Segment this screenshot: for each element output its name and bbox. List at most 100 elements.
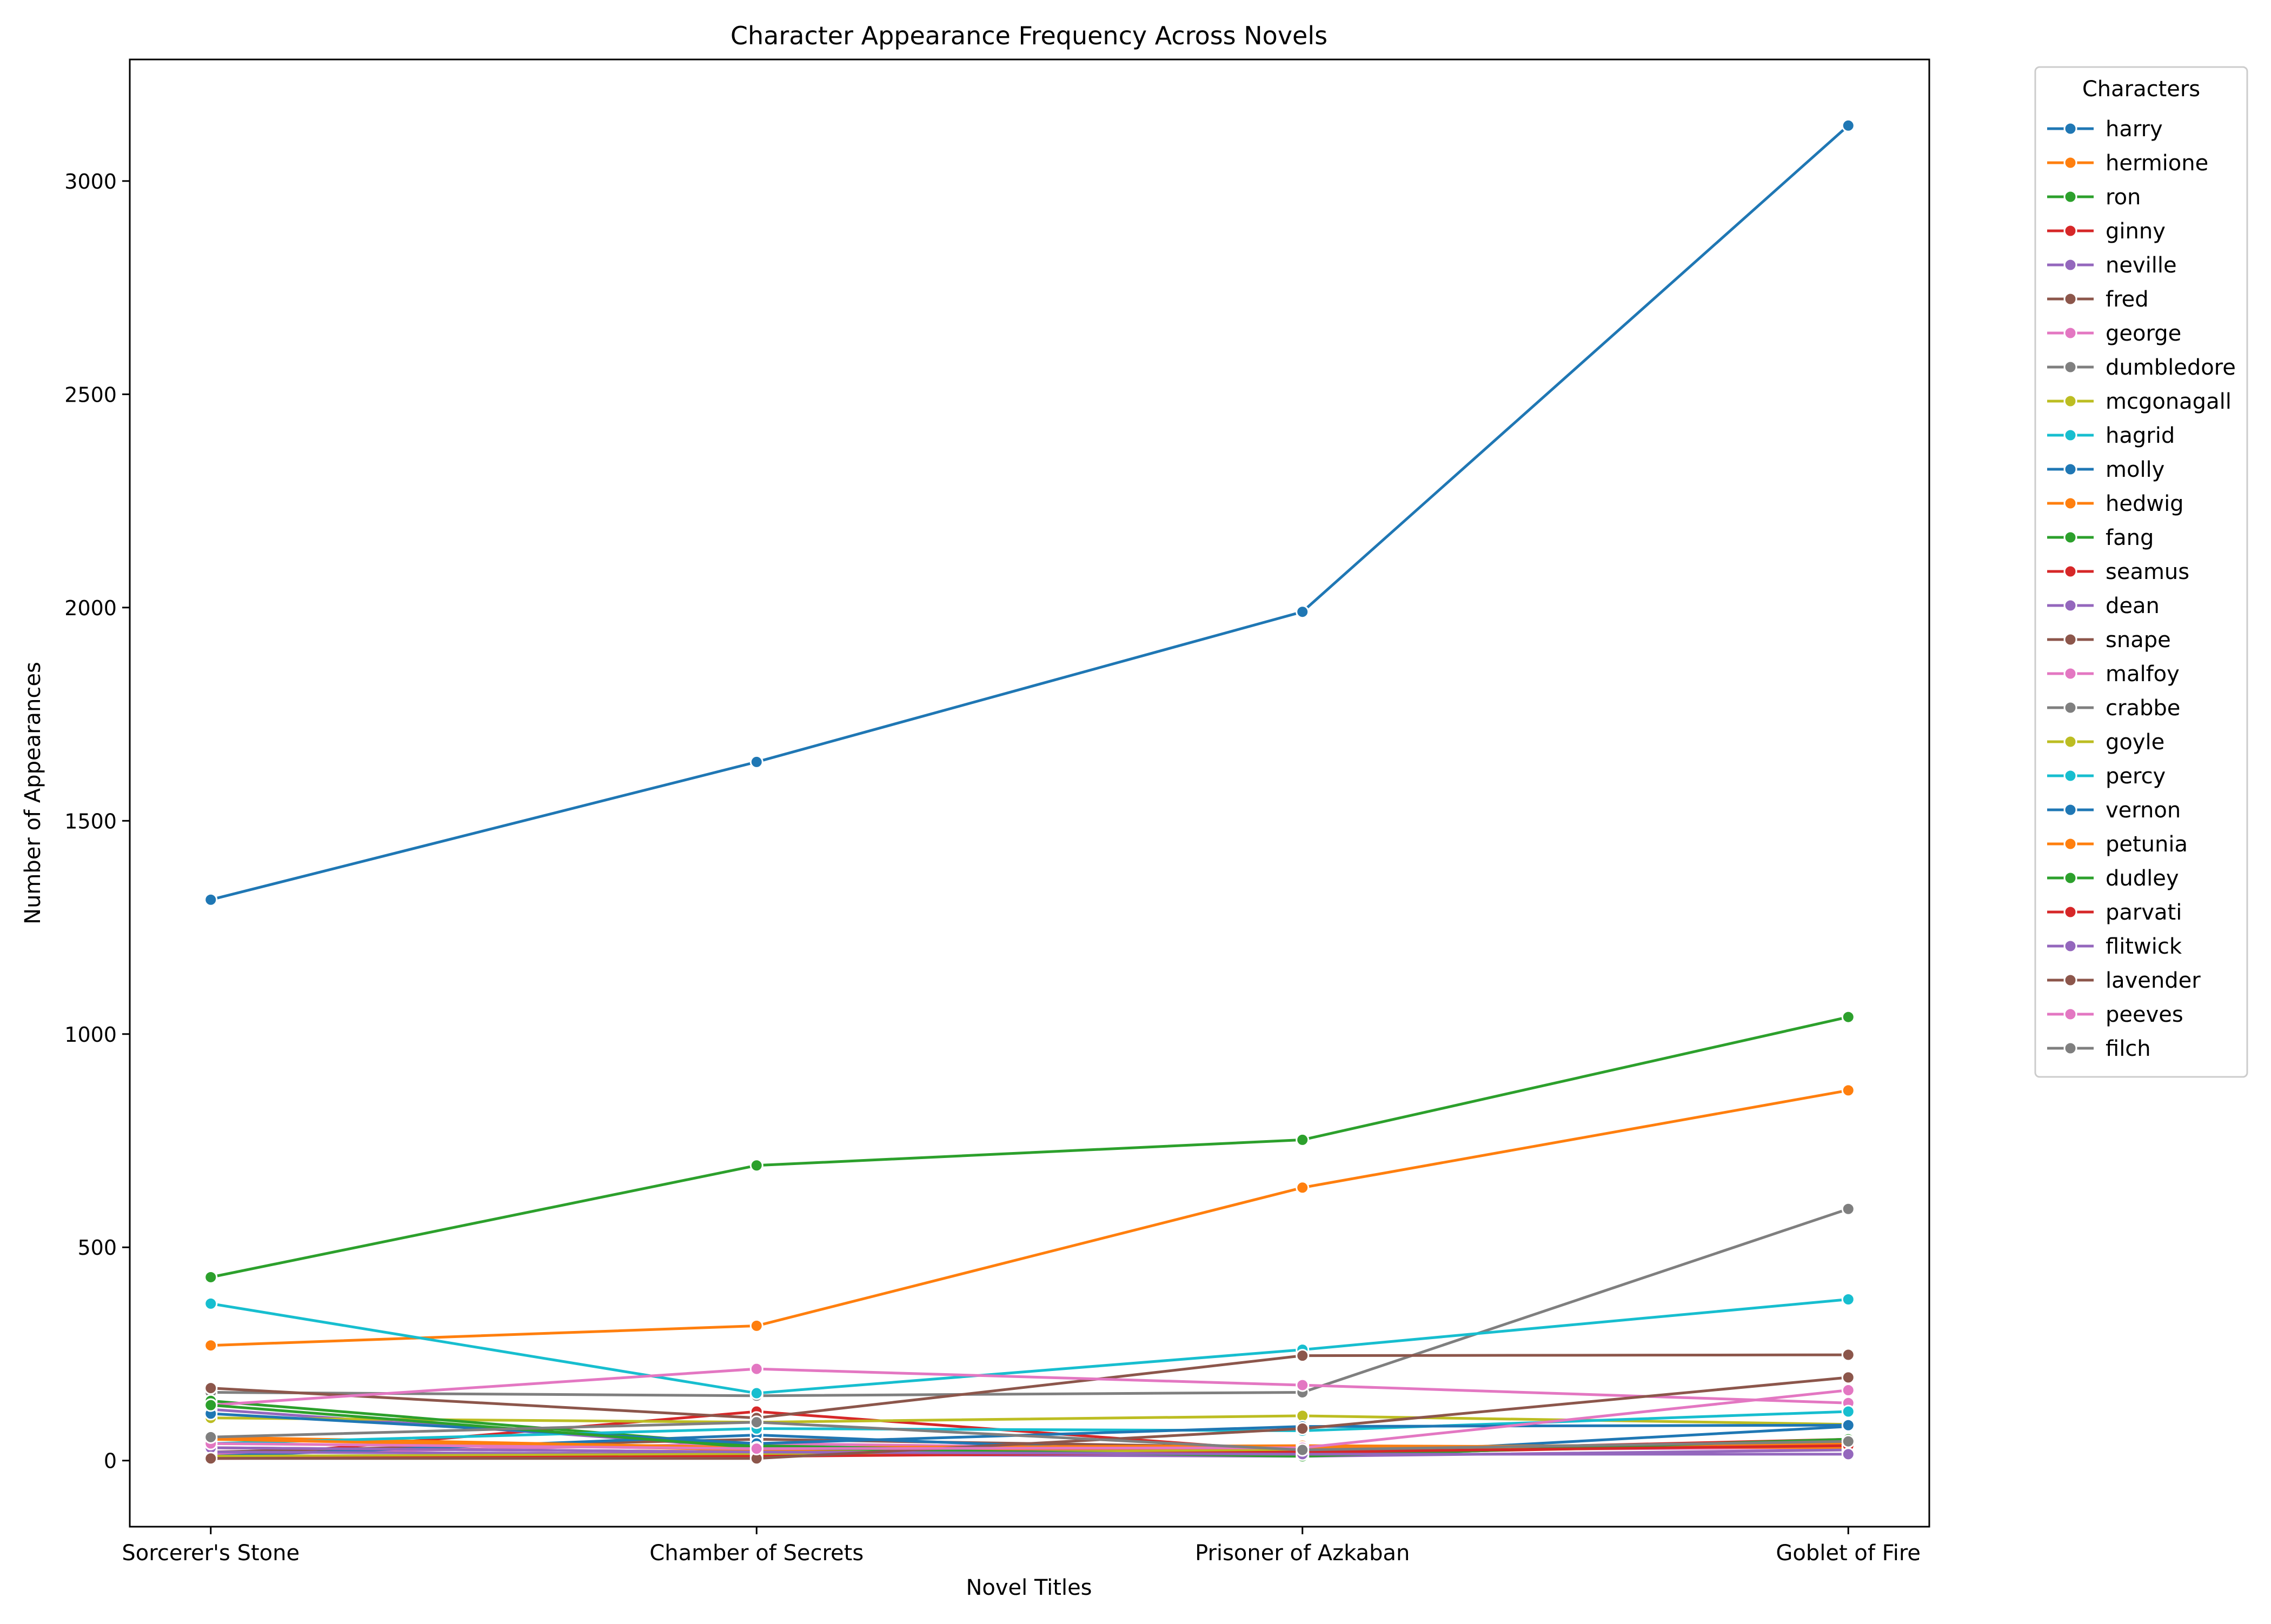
legend-label-hagrid: hagrid (2106, 423, 2175, 448)
legend-marker-dumbledore (2063, 360, 2077, 374)
data-point-filch (204, 1430, 218, 1444)
series-line-flitwick (210, 1446, 1849, 1456)
legend-label-molly: molly (2106, 457, 2164, 482)
data-point-flitwick (1841, 1447, 1855, 1461)
legend-item: crabbe (2047, 696, 2180, 721)
data-point-hagrid (204, 1296, 218, 1310)
legend-label-flitwick: flitwick (2106, 934, 2182, 959)
legend-marker-lavender (2063, 973, 2077, 987)
series-filch (204, 1415, 1855, 1457)
legend-item: ron (2047, 185, 2141, 210)
legend-marker-crabbe (2063, 701, 2077, 715)
legend-marker-parvati (2063, 905, 2077, 919)
legend-item: snape (2047, 628, 2171, 653)
data-point-filch (1296, 1443, 1310, 1457)
data-point-lavender (1841, 1370, 1855, 1385)
legend-marker-goyle (2063, 735, 2077, 749)
legend-label-crabbe: crabbe (2106, 696, 2180, 721)
legend-marker-molly (2063, 462, 2077, 476)
legend-label-ron: ron (2106, 185, 2141, 210)
data-point-snape (204, 1381, 218, 1395)
y-tick-label: 2500 (64, 383, 117, 407)
legend-item: fang (2047, 525, 2154, 550)
chart-title: Character Appearance Frequency Across No… (731, 21, 1327, 50)
legend-marker-hermione (2063, 156, 2077, 170)
series-line-snape (210, 1353, 1849, 1420)
data-point-filch (749, 1415, 763, 1429)
legend-item: malfoy (2047, 662, 2180, 687)
legend-item: petunia (2047, 832, 2188, 857)
legend-marker-neville (2063, 258, 2077, 272)
series-line-lavender (210, 1376, 1849, 1460)
data-point-ron (204, 1270, 218, 1284)
plot-area: 0 500 1000 1500 2000 2500 3000 Sorcerer's Stone… (64, 58, 1930, 1566)
legend-item: lavender (2047, 968, 2201, 993)
legend-item: parvati (2047, 900, 2182, 925)
data-point-harry (204, 893, 218, 907)
data-point-lavender (1296, 1422, 1310, 1436)
data-point-malfoy (749, 1362, 763, 1376)
data-point-hermione (749, 1319, 763, 1333)
legend-marker-george (2063, 326, 2077, 340)
data-point-hermione (204, 1339, 218, 1353)
y-tick-label: 500 (77, 1236, 117, 1260)
legend-label-malfoy: malfoy (2106, 662, 2180, 687)
legend-item: george (2047, 321, 2181, 346)
legend-item: filch (2047, 1036, 2151, 1061)
y-axis-label: Number of Appearances (21, 662, 45, 924)
data-point-harry (749, 755, 763, 769)
data-point-dumbledore (1841, 1202, 1855, 1216)
legend-marker-dudley (2063, 871, 2077, 885)
data-point-dudley (204, 1398, 218, 1412)
legend-label-goyle: goyle (2106, 730, 2164, 755)
x-tick-label: Goblet of Fire (1776, 1541, 1921, 1566)
legend-label-fang: fang (2106, 525, 2154, 550)
legend-marker-malfoy (2063, 667, 2077, 681)
series-ron (204, 1010, 1855, 1284)
series-line-filch (210, 1421, 1849, 1452)
legend-marker-percy (2063, 769, 2077, 783)
data-point-snape (1841, 1348, 1855, 1362)
legend-label-ginny: ginny (2106, 219, 2166, 244)
y-tick-label: 3000 (64, 170, 117, 194)
series-line-hagrid (210, 1298, 1849, 1395)
legend-item: molly (2047, 457, 2164, 482)
legend-label-petunia: petunia (2106, 832, 2188, 857)
legend-item: percy (2047, 764, 2166, 789)
legend-box (2034, 66, 2248, 1078)
legend-item: neville (2047, 253, 2177, 278)
series-line-dumbledore (210, 1207, 1849, 1397)
series-lavender (204, 1370, 1855, 1466)
legend-marker-fang (2063, 530, 2077, 544)
legend-item: hagrid (2047, 423, 2175, 448)
legend-marker-seamus (2063, 564, 2077, 578)
y-tick-label: 0 (104, 1449, 117, 1473)
series-line-harry (210, 124, 1849, 901)
legend-marker-flitwick (2063, 939, 2077, 953)
legend-item: vernon (2047, 798, 2181, 823)
data-point-hermione (1841, 1083, 1855, 1097)
legend-item: fred (2047, 287, 2149, 312)
y-tick-label: 1500 (64, 809, 117, 833)
x-tick-label: Prisoner of Azkaban (1195, 1541, 1410, 1566)
legend-label-dumbledore: dumbledore (2106, 355, 2236, 380)
data-point-ron (1296, 1133, 1310, 1147)
legend-label-snape: snape (2106, 628, 2171, 653)
legend-item: dudley (2047, 866, 2179, 891)
legend-item: peeves (2047, 1002, 2183, 1027)
legend-item: mcgonagall (2047, 389, 2232, 414)
legend-item: hedwig (2047, 491, 2184, 516)
data-point-peeves (1841, 1383, 1855, 1397)
legend-label-dean: dean (2106, 594, 2160, 618)
legend-label-seamus: seamus (2106, 560, 2189, 584)
data-point-ron (1841, 1010, 1855, 1024)
data-point-percy (1841, 1405, 1855, 1419)
legend-label-peeves: peeves (2106, 1002, 2183, 1027)
legend-marker-snape (2063, 633, 2077, 647)
legend-marker-peeves (2063, 1007, 2077, 1021)
x-tick-label: Sorcerer's Stone (122, 1541, 300, 1566)
axes-frame (129, 58, 1930, 1528)
data-point-snape (1296, 1349, 1310, 1363)
legend-label-percy: percy (2106, 764, 2166, 789)
